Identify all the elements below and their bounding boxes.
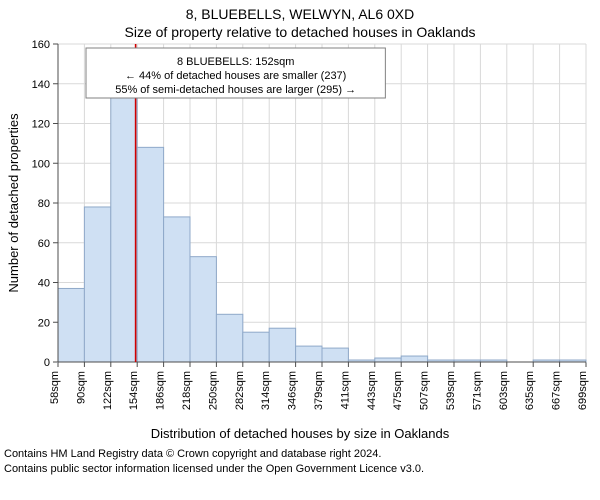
svg-text:218sqm: 218sqm — [181, 371, 193, 410]
svg-text:154sqm: 154sqm — [128, 371, 140, 410]
x-axis-label: Distribution of detached houses by size … — [0, 420, 600, 441]
annotation-line: 8 BLUEBELLS: 152sqm — [177, 56, 294, 68]
annotation-line: 55% of semi-detached houses are larger (… — [115, 84, 356, 96]
svg-text:635sqm: 635sqm — [524, 371, 536, 410]
svg-text:667sqm: 667sqm — [551, 371, 563, 410]
footer-line-1: Contains HM Land Registry data © Crown c… — [4, 447, 590, 462]
svg-text:346sqm: 346sqm — [287, 371, 299, 410]
y-axis-label: Number of detached properties — [6, 113, 21, 293]
chart-area: 0 20 40 60 80 100 120 140 160 58sqm 90sqm 122sqm 154… — [0, 40, 600, 420]
svg-text:539sqm: 539sqm — [445, 371, 457, 410]
bar — [111, 64, 137, 362]
bar — [296, 346, 322, 362]
svg-text:100: 100 — [32, 158, 50, 170]
svg-text:140: 140 — [32, 79, 50, 91]
svg-text:60: 60 — [38, 238, 50, 250]
footer-line-2: Contains public sector information licen… — [4, 462, 590, 477]
svg-text:90sqm: 90sqm — [75, 371, 87, 404]
svg-text:507sqm: 507sqm — [419, 371, 431, 410]
bar — [243, 332, 269, 362]
svg-text:282sqm: 282sqm — [234, 371, 246, 410]
svg-text:20: 20 — [38, 317, 50, 329]
bar — [322, 348, 348, 362]
annotation-line: ← 44% of detached houses are smaller (23… — [125, 70, 346, 82]
svg-text:314sqm: 314sqm — [260, 371, 272, 410]
svg-text:80: 80 — [38, 198, 50, 210]
histogram-chart: 0 20 40 60 80 100 120 140 160 58sqm 90sqm 122sqm 154… — [0, 40, 600, 420]
svg-text:379sqm: 379sqm — [313, 371, 325, 410]
bar — [164, 217, 190, 362]
footer: Contains HM Land Registry data © Crown c… — [0, 441, 600, 477]
bar — [216, 314, 242, 362]
page-subtitle: Size of property relative to detached ho… — [0, 22, 600, 40]
svg-text:699sqm: 699sqm — [577, 371, 589, 410]
svg-text:603sqm: 603sqm — [498, 371, 510, 410]
svg-text:186sqm: 186sqm — [155, 371, 167, 410]
bar — [84, 207, 110, 362]
svg-text:443sqm: 443sqm — [366, 371, 378, 410]
bar — [58, 288, 84, 362]
svg-text:0: 0 — [44, 357, 50, 369]
bar — [269, 328, 295, 362]
svg-text:571sqm: 571sqm — [471, 371, 483, 410]
svg-text:411sqm: 411sqm — [339, 371, 351, 409]
svg-text:250sqm: 250sqm — [207, 371, 219, 410]
bar — [401, 356, 427, 362]
svg-text:120: 120 — [32, 119, 50, 131]
bar — [375, 358, 401, 362]
page-title: 8, BLUEBELLS, WELWYN, AL6 0XD — [0, 0, 600, 22]
bar — [190, 257, 216, 362]
svg-text:122sqm: 122sqm — [102, 371, 114, 410]
svg-text:58sqm: 58sqm — [49, 371, 61, 404]
svg-text:475sqm: 475sqm — [392, 371, 404, 410]
svg-text:160: 160 — [32, 40, 50, 51]
bar — [137, 147, 163, 362]
svg-text:40: 40 — [38, 278, 50, 290]
